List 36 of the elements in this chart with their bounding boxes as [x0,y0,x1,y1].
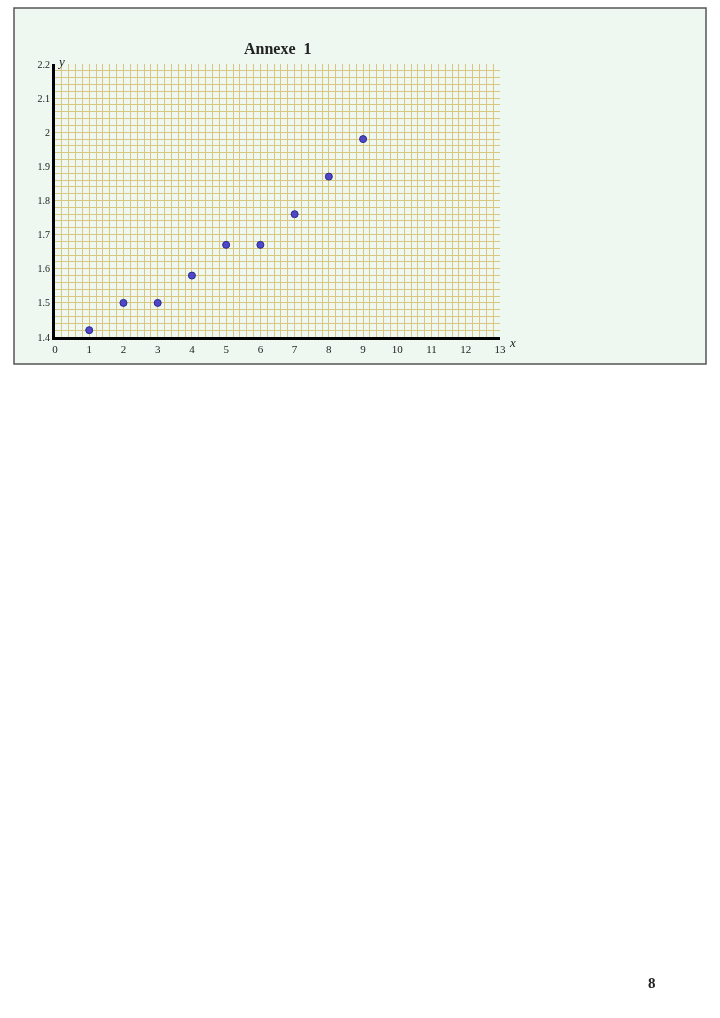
point [222,240,231,249]
x-tick-label: 1 [86,343,92,356]
x-tick-label: 4 [189,343,196,356]
point [119,298,128,307]
x-tick-label: 0 [52,343,59,356]
point [359,135,368,144]
y-tick-label: 2 [45,126,50,138]
point [153,298,162,307]
y-tick-label: 1.9 [37,160,50,172]
y-tick-label: 1.6 [37,263,50,275]
point [85,326,94,335]
point [187,271,196,280]
x-tick-label: 3 [154,343,161,356]
chart-title: Annexe 1 [244,40,312,57]
y-tick-label: 1.7 [37,229,50,241]
x-tick-label: 10 [391,343,404,356]
point [290,210,299,219]
y-tick-label: 1.4 [37,331,50,343]
x-tick-label: 8 [326,343,333,356]
x-tick-label: 9 [360,343,367,356]
x-tick-label: 5 [223,343,230,356]
x-tick-label: 11 [426,343,437,356]
x-axis-title: x [509,335,516,350]
text: 8 [648,975,656,991]
x-tick-label: 6 [257,343,264,356]
y-tick-label: 1.8 [37,195,50,206]
y-tick-label: 1.5 [37,297,50,309]
y-tick-label: 2.1 [37,92,50,104]
y-tick-label: 2.2 [37,58,50,70]
x-tick-label: 12 [460,343,472,356]
point [324,172,333,181]
x-tick-label: 2 [120,343,127,356]
y-axis-title: y [57,54,65,69]
x-tick-label: 7 [291,343,298,356]
x-tick-label: 13 [494,343,506,356]
point [256,240,265,249]
